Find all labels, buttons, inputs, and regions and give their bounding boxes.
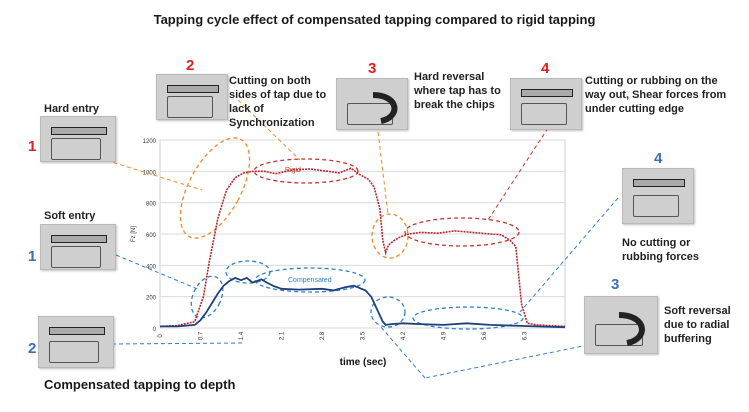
blue-number-4: 4 (654, 150, 663, 167)
x-tick-label: 3.5 (361, 331, 367, 340)
red-number-2: 2 (186, 57, 195, 74)
tap-tool-icon (51, 246, 101, 269)
tap-tool-icon (633, 194, 679, 217)
no-cutting-label: No cutting or rubbing forces (622, 237, 700, 263)
y-tick-label: 1200 (143, 139, 157, 145)
series-line-compensated (160, 276, 566, 329)
series-line-rigid (159, 167, 566, 328)
x-tick-label: 0 (158, 334, 164, 338)
right-arrow-icon (51, 127, 107, 135)
x-tick-label: 4.2 (401, 331, 407, 340)
x-tick-label: 2.1 (280, 331, 286, 340)
y-axis-label: Fz [N] (131, 226, 137, 242)
cutting-both-sides-leader (237, 99, 301, 161)
y-tick-label: 800 (146, 202, 157, 208)
y-tick-label: 200 (146, 296, 157, 302)
y-tick-label: 400 (146, 264, 157, 270)
series-label-rigid: Rigid (285, 167, 301, 174)
series (159, 167, 566, 329)
left-arrow-icon (521, 89, 573, 97)
footer-caption: Compensated tapping to depth (44, 377, 236, 392)
annotation-ellipses (179, 137, 524, 330)
soft-reversal-label: Soft reversal due to radial buffering (664, 305, 731, 345)
reverse-arrow-icon (618, 312, 645, 346)
hard-entry-ellipse (179, 137, 251, 239)
red-number-4: 4 (541, 60, 550, 77)
no-cutting-ellipse (412, 306, 524, 330)
blue-number-2: 2 (28, 340, 37, 357)
tap-2-blue-leader (111, 342, 246, 345)
tap-tool-icon (49, 341, 99, 363)
soft-entry-leader (115, 254, 201, 291)
x-tick-label: 0.7 (199, 331, 205, 340)
compensated-peak-ellipse (225, 260, 271, 284)
x-tick-label: 1.4 (239, 331, 245, 340)
right-arrow-icon (167, 85, 219, 93)
y-tick-label: 600 (146, 233, 157, 239)
right-arrow-icon (49, 327, 105, 335)
tap-tool-icon (521, 103, 567, 125)
soft-reversal-leader-a (424, 344, 589, 379)
cutting-both-sides-label: Cutting on both sides of tap due to lack… (229, 75, 327, 129)
series-label-compensated: Compensated (288, 277, 332, 284)
blue-number-1: 1 (28, 248, 37, 265)
red-number-1: 1 (28, 138, 37, 155)
soft-reversal-image (584, 296, 658, 354)
x-tick-label: 4.9 (442, 331, 448, 340)
left-arrow-icon (633, 179, 685, 187)
tap-tool-icon (167, 96, 213, 119)
soft-entry-ellipse (190, 275, 224, 319)
hard-entry-label: Hard entry (44, 103, 100, 115)
cutting-both-sides-ellipse (253, 158, 359, 184)
no-cutting-image (622, 168, 694, 224)
x-axis-label: time (sec) (340, 357, 387, 368)
x-tick-label: 2.8 (320, 331, 326, 340)
red-number-3: 3 (368, 60, 377, 77)
blue-number-3: 3 (611, 276, 620, 293)
hard-reversal-ellipse (371, 213, 409, 259)
y-tick-label: 0 (153, 327, 157, 333)
rubbing-out-label: Cutting or rubbing on the way out, Shear… (585, 75, 727, 115)
reverse-arrow-icon (372, 92, 398, 124)
soft-entry-label: Soft entry (44, 210, 96, 222)
soft-reversal-ellipse (370, 296, 406, 328)
grid-lines (160, 139, 565, 329)
compensated-label-ellipse (254, 267, 366, 293)
right-arrow-icon (51, 235, 107, 243)
rubbing-out-ellipse (404, 217, 520, 247)
blue-tap-2-image (38, 316, 114, 368)
hard-reversal-image (336, 78, 408, 130)
x-tick-label: 5.6 (482, 331, 488, 340)
rubbing-out-leader (487, 127, 549, 221)
x-tick-labels: 0 0.7 1.4 2.1 2.8 3.5 4.2 4.9 5.6 6.3 (158, 331, 529, 340)
page-title: Tapping cycle effect of compensated tapp… (153, 12, 596, 27)
rubbing-out-image (510, 78, 582, 130)
x-tick-label: 6.3 (523, 331, 529, 340)
tap-tool-icon (51, 138, 101, 161)
soft-reversal-leader-b (379, 325, 426, 379)
hard-reversal-label: Hard reversal where tap has to break the… (414, 71, 501, 111)
soft-entry-image (40, 224, 116, 270)
hard-entry-image (40, 116, 116, 162)
y-tick-labels: 020040060080010001200 (143, 139, 157, 333)
cutting-both-sides-image (156, 74, 228, 120)
